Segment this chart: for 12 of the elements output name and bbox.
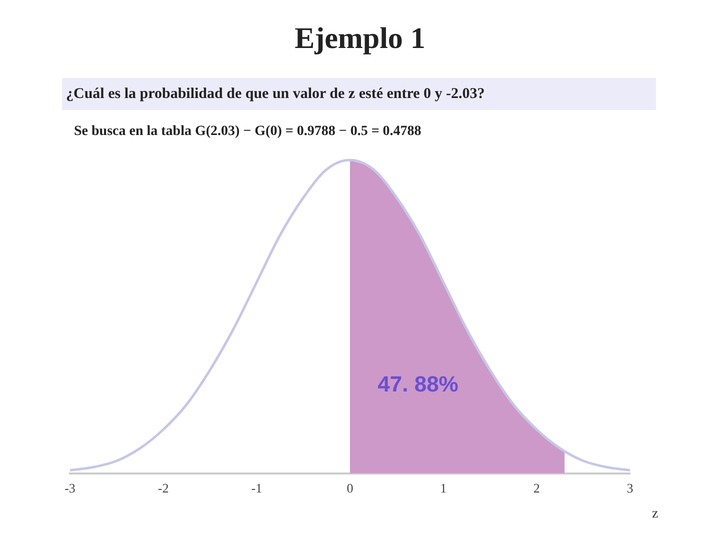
- text: Se busca en la tabla G(2.03) − G(0) = 0.9788 − 0.5 = 0.4788: [74, 124, 422, 140]
- x-tick-label: 1: [440, 480, 447, 496]
- x-axis-title: z: [652, 506, 658, 522]
- chart-subtitle: ¿Cuál es la probabilidad de que un valor de z esté entre 0 y -2.03?: [62, 78, 656, 110]
- x-tick-label: 0: [346, 480, 354, 496]
- x-tick-label: -2: [158, 480, 169, 496]
- x-tick-label: -1: [251, 480, 262, 496]
- x-tick-label: 2: [533, 480, 540, 496]
- x-tick-label: 3: [626, 480, 634, 496]
- annotation: 47. 88%: [378, 371, 458, 396]
- x-tick-label: -3: [64, 480, 76, 496]
- chart-title: Ejemplo 1: [294, 22, 426, 56]
